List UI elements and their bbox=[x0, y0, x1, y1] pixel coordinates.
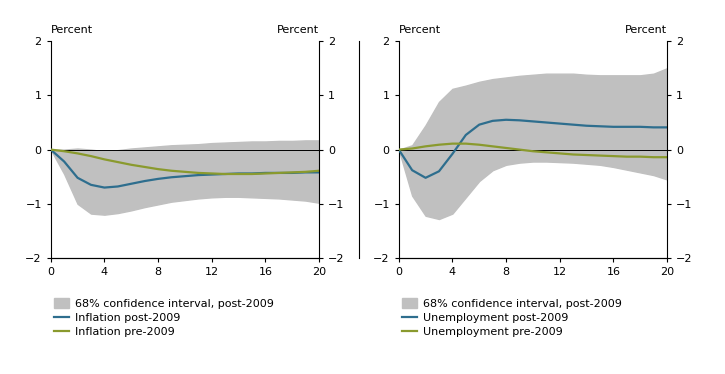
Text: Percent: Percent bbox=[399, 25, 441, 35]
Legend: 68% confidence interval, post-2009, Inflation post-2009, Inflation pre-2009: 68% confidence interval, post-2009, Infl… bbox=[54, 298, 273, 337]
Text: Percent: Percent bbox=[277, 25, 319, 35]
Text: Percent: Percent bbox=[625, 25, 667, 35]
Text: Percent: Percent bbox=[51, 25, 93, 35]
Legend: 68% confidence interval, post-2009, Unemployment post-2009, Unemployment pre-200: 68% confidence interval, post-2009, Unem… bbox=[402, 298, 621, 337]
